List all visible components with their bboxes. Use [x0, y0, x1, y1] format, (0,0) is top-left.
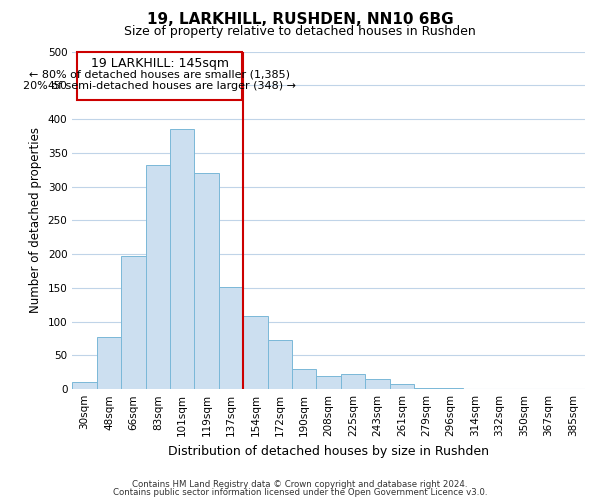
- FancyBboxPatch shape: [77, 52, 242, 100]
- Text: 19 LARKHILL: 145sqm: 19 LARKHILL: 145sqm: [91, 57, 229, 70]
- Text: 20% of semi-detached houses are larger (348) →: 20% of semi-detached houses are larger (…: [23, 81, 296, 91]
- Bar: [121, 256, 146, 389]
- Bar: [463, 388, 487, 389]
- Text: ← 80% of detached houses are smaller (1,385): ← 80% of detached houses are smaller (1,…: [29, 70, 290, 80]
- Text: Contains public sector information licensed under the Open Government Licence v3: Contains public sector information licen…: [113, 488, 487, 497]
- Y-axis label: Number of detached properties: Number of detached properties: [29, 128, 42, 314]
- Bar: [390, 384, 414, 389]
- Text: 19, LARKHILL, RUSHDEN, NN10 6BG: 19, LARKHILL, RUSHDEN, NN10 6BG: [146, 12, 454, 28]
- Bar: [316, 376, 341, 389]
- Bar: [365, 379, 390, 389]
- X-axis label: Distribution of detached houses by size in Rushden: Distribution of detached houses by size …: [168, 444, 489, 458]
- Bar: [560, 388, 585, 389]
- Bar: [292, 369, 316, 389]
- Bar: [219, 286, 243, 389]
- Text: Size of property relative to detached houses in Rushden: Size of property relative to detached ho…: [124, 25, 476, 38]
- Text: Contains HM Land Registry data © Crown copyright and database right 2024.: Contains HM Land Registry data © Crown c…: [132, 480, 468, 489]
- Bar: [97, 336, 121, 389]
- Bar: [73, 382, 97, 389]
- Bar: [414, 388, 439, 389]
- Bar: [439, 388, 463, 389]
- Bar: [268, 340, 292, 389]
- Bar: [146, 165, 170, 389]
- Bar: [194, 173, 219, 389]
- Bar: [243, 316, 268, 389]
- Bar: [170, 129, 194, 389]
- Bar: [341, 374, 365, 389]
